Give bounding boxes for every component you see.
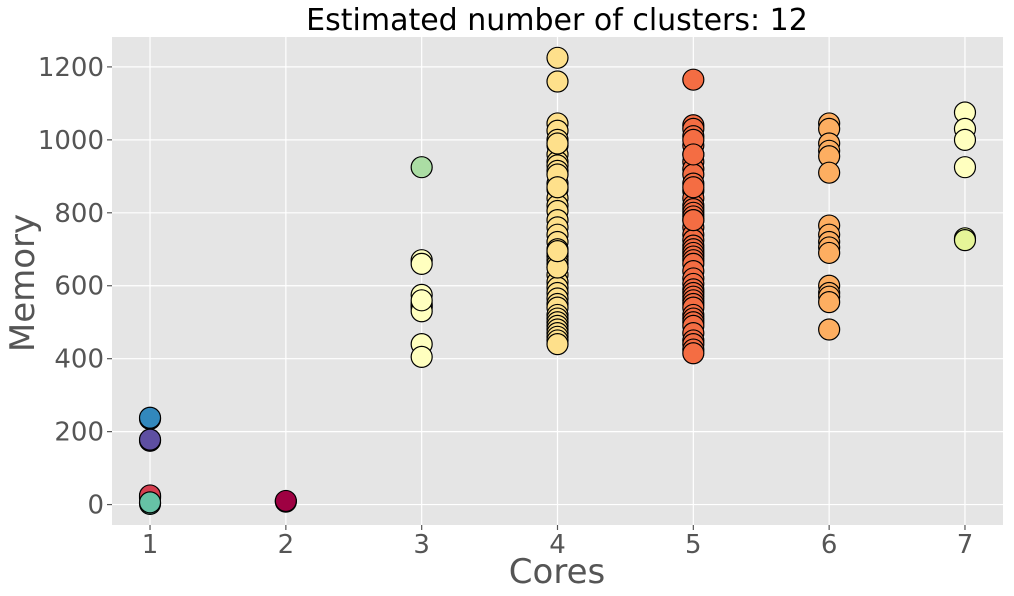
data-point	[546, 176, 569, 199]
data-point	[138, 491, 162, 514]
data-point	[682, 68, 705, 91]
data-point	[410, 156, 433, 179]
x-axis-label: Cores	[509, 552, 605, 592]
data-point	[138, 428, 162, 451]
data-point	[953, 128, 977, 151]
y-tick-label: 800	[54, 199, 104, 229]
data-point	[818, 161, 841, 184]
data-point	[953, 229, 977, 252]
y-tick-label: 200	[54, 418, 104, 448]
y-tick-label: 400	[54, 345, 104, 375]
data-point	[682, 176, 705, 199]
data-points	[138, 46, 977, 515]
data-point	[682, 342, 705, 365]
x-tick-label: 6	[821, 530, 838, 560]
data-point	[546, 239, 569, 263]
data-point	[546, 332, 569, 356]
y-axis-label: Memory	[3, 214, 43, 352]
x-tick-label: 5	[685, 530, 702, 560]
x-tick-label: 7	[957, 530, 974, 560]
y-tick-label: 1200	[38, 53, 104, 83]
data-point	[410, 252, 433, 275]
axis-ticks: 1 2 3 4 5 6 7 0 200 400 600 800 1000 1200	[38, 53, 973, 560]
data-point	[546, 70, 569, 93]
y-tick-label: 600	[54, 272, 104, 302]
chart-title: Estimated number of clusters: 12	[306, 3, 808, 38]
data-point	[953, 156, 977, 179]
data-point	[682, 208, 705, 232]
data-point	[682, 143, 705, 166]
data-point	[818, 241, 841, 265]
data-point	[546, 132, 569, 155]
x-tick-label: 1	[142, 530, 159, 560]
data-point	[546, 46, 569, 69]
y-tick-label: 0	[87, 491, 104, 521]
data-point	[274, 489, 297, 513]
x-tick-label: 3	[413, 530, 430, 560]
y-tick-label: 1000	[38, 126, 104, 156]
data-point	[138, 406, 162, 429]
data-point	[410, 289, 433, 312]
data-point	[818, 318, 841, 341]
x-tick-label: 4	[549, 530, 566, 560]
data-point	[410, 345, 433, 368]
data-point	[818, 291, 841, 314]
x-tick-label: 2	[278, 530, 295, 560]
